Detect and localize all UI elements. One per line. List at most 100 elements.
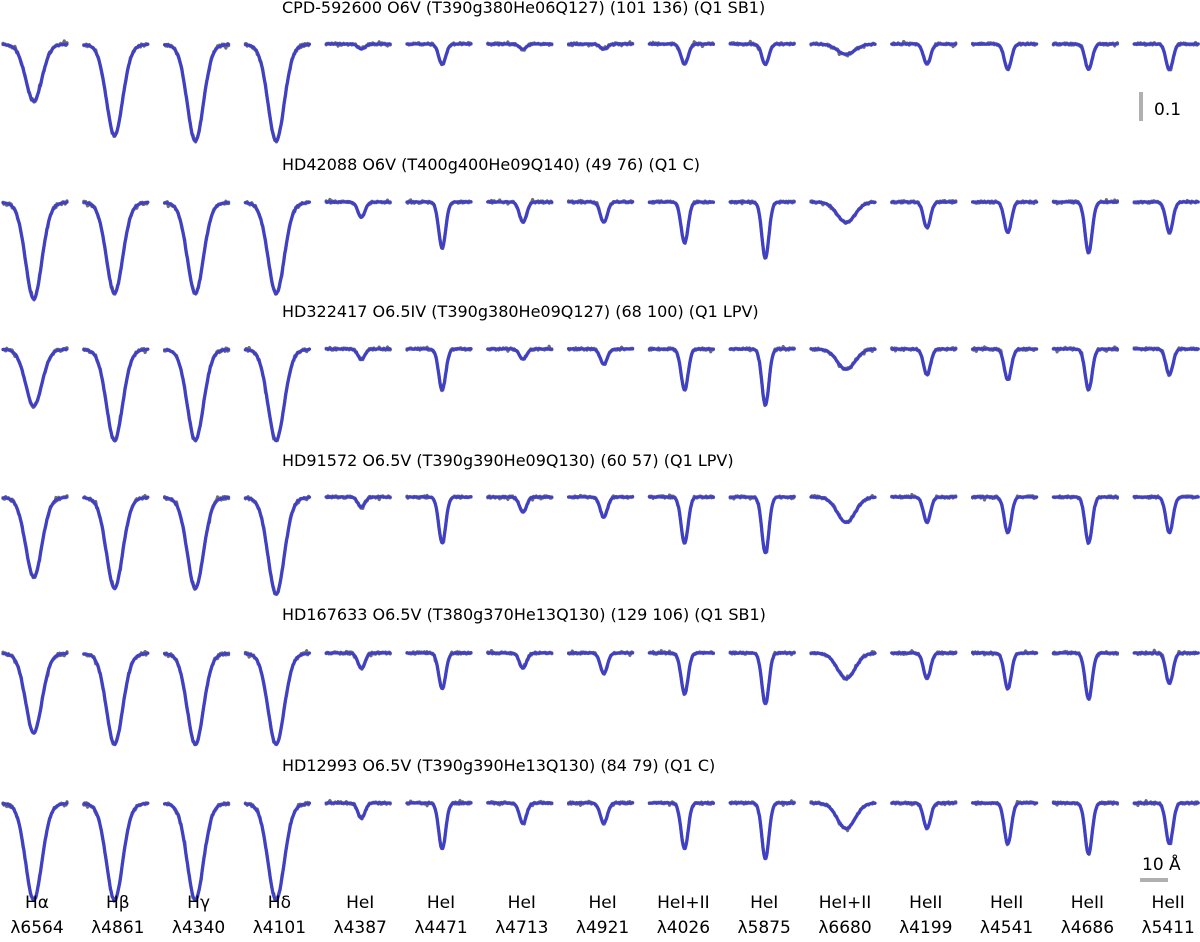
line-profile-panel — [647, 649, 715, 697]
model-fit — [163, 651, 231, 746]
model-fit — [971, 801, 1039, 846]
model-fit — [1132, 347, 1200, 376]
model-fit — [243, 42, 311, 143]
line-profile-panel — [647, 800, 715, 851]
model-fit — [486, 42, 554, 51]
line-profile-panel — [809, 199, 877, 225]
line-profile-panel — [1132, 494, 1200, 535]
observed-spectrum — [163, 494, 231, 591]
model-fit — [1132, 801, 1200, 846]
line-profile-panel — [486, 40, 554, 52]
line-profile-panel — [567, 40, 635, 52]
observed-spectrum — [82, 494, 150, 591]
row-title: HD167633 O6.5V (T380g370He13Q130) (129 1… — [282, 605, 766, 624]
row-title: HD42088 O6V (T400g400He09Q140) (49 76) (… — [282, 155, 700, 174]
model-fit — [324, 347, 392, 361]
model-fit — [243, 801, 311, 902]
line-profile-panel — [243, 800, 311, 902]
model-fit — [1132, 200, 1200, 234]
model-fit — [567, 42, 635, 51]
model-fit — [809, 42, 877, 56]
model-fit — [486, 801, 554, 825]
observed-spectrum — [243, 494, 311, 596]
line-profile-panel — [82, 199, 150, 296]
observed-spectrum — [1, 650, 69, 735]
line-profile-panel — [1051, 41, 1119, 71]
model-fit — [1051, 801, 1119, 856]
model-fit — [1, 200, 69, 301]
model-fit — [1051, 42, 1119, 71]
model-fit — [647, 347, 715, 392]
model-fit — [243, 495, 311, 596]
observed-spectrum — [82, 42, 150, 139]
model-fit — [1, 651, 69, 735]
observed-spectrum — [163, 801, 231, 902]
model-fit — [486, 200, 554, 224]
line-profile-panel — [567, 799, 635, 826]
line-wavelength-label: λ4026 — [657, 918, 710, 938]
model-fit — [1132, 651, 1200, 685]
observed-spectrum — [163, 651, 231, 747]
line-profile-panel — [1051, 494, 1119, 546]
line-wavelength-label: λ4340 — [172, 918, 225, 938]
line-profile-panel — [567, 493, 635, 519]
line-wavelength-label: λ4387 — [334, 918, 387, 938]
line-profile-panel — [567, 649, 635, 676]
line-profile-panel — [809, 494, 877, 525]
line-profile-panel — [890, 198, 958, 230]
row-title: CPD-592600 O6V (T390g380He06Q127) (101 1… — [282, 0, 765, 17]
model-fit — [1, 347, 69, 408]
observed-spectrum — [243, 346, 311, 443]
model-fit — [405, 42, 473, 66]
line-name-label: HeII — [990, 893, 1023, 913]
line-name-label: HeII — [1071, 893, 1104, 913]
line-name-label: HeII — [909, 893, 942, 913]
line-wavelength-label: λ4921 — [576, 918, 629, 938]
line-profile-panel — [1, 494, 69, 580]
line-profile-panel — [243, 649, 311, 747]
line-profile-panel — [405, 198, 473, 251]
line-profile-panel — [1132, 40, 1200, 72]
model-fit — [486, 347, 554, 361]
model-fit — [163, 495, 231, 590]
line-profile-panel — [647, 199, 715, 245]
model-fit — [1, 42, 69, 103]
line-name-label: HeI — [346, 893, 374, 913]
model-fit — [1, 495, 69, 579]
model-fit — [809, 347, 877, 371]
model-fit — [809, 651, 877, 681]
model-fit — [971, 200, 1039, 234]
line-name-label: Hγ — [187, 893, 210, 913]
model-fit — [163, 347, 231, 442]
model-fit — [728, 200, 796, 260]
line-profile-panel — [890, 39, 958, 66]
model-fit — [890, 495, 958, 524]
model-fit — [1, 801, 69, 902]
model-fit — [324, 42, 392, 51]
model-fit — [324, 801, 392, 820]
line-profile-panel — [486, 799, 554, 826]
line-profile-panel — [728, 650, 796, 706]
line-profile-panel — [728, 799, 796, 861]
observed-spectrum — [1, 39, 69, 104]
observed-spectrum — [82, 649, 150, 747]
observed-spectrum — [243, 649, 311, 747]
model-fit — [647, 42, 715, 66]
line-profile-panel — [1, 650, 69, 735]
line-profile-panels — [1, 39, 1200, 903]
model-fit — [82, 200, 150, 295]
line-profile-panel — [1051, 345, 1119, 392]
line-profile-panel — [890, 346, 958, 377]
line-profile-panel — [405, 493, 473, 545]
line-profile-panel — [647, 493, 715, 545]
model-fit — [971, 42, 1039, 71]
line-profile-panel — [728, 199, 796, 260]
observed-spectrum — [82, 347, 150, 443]
observed-spectrum — [163, 199, 231, 296]
line-profile-panel — [82, 494, 150, 591]
line-name-label: HeI — [588, 893, 616, 913]
line-profile-panel — [647, 346, 715, 392]
observed-spectrum — [163, 346, 231, 443]
line-wavelength-label: λ4471 — [414, 918, 467, 938]
